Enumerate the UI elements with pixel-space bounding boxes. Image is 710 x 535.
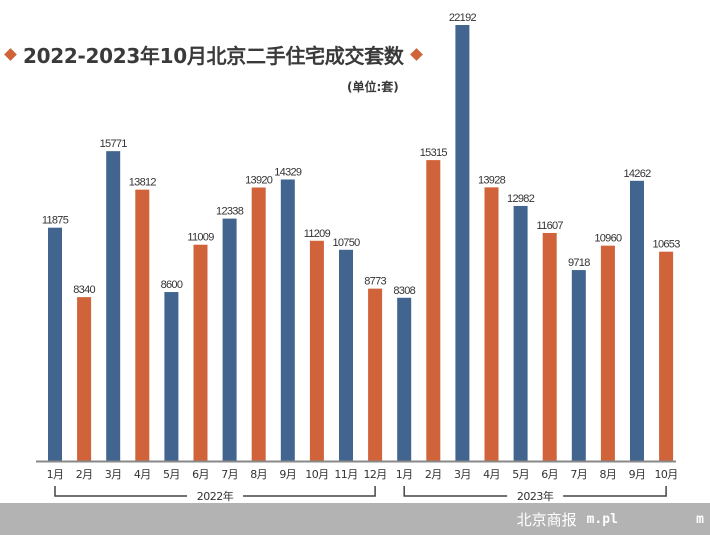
bar [339,249,353,461]
bar [222,218,237,461]
x-tick-label: 8月 [250,468,267,481]
data-label: 11209 [304,228,331,240]
watermark-site: m.pl m [586,511,704,527]
group-label: 2023年 [517,489,554,503]
group-bracket [54,486,376,497]
x-tick-label: 8月 [599,468,616,481]
bar [426,160,441,462]
x-tick-label: 4月 [483,468,500,481]
x-tick-label: 5月 [512,468,529,481]
watermark-band: 北京商报 m.pl m [0,503,710,535]
x-tick-label: 11月 [334,468,357,481]
bar [77,297,92,461]
bar [309,240,324,461]
data-label: 14262 [623,168,651,180]
x-tick-label: 2月 [425,468,442,481]
bar [630,180,644,461]
bar [600,245,615,461]
bar [513,205,528,461]
data-label: 14329 [274,166,302,178]
x-tick-label: 10月 [305,468,328,481]
watermark-brand: 北京商报 [516,510,577,529]
data-label: 8773 [364,276,386,288]
bar [484,187,499,462]
data-label: 11875 [42,215,69,227]
chart-title-row: 2022-2023年10月北京二手住宅成交套数 [4,40,423,69]
bar [659,251,674,461]
bar [571,270,586,461]
data-label: 8340 [73,284,95,296]
data-label: 12338 [216,206,244,218]
bar [455,25,470,461]
data-label: 10960 [594,233,622,245]
bar [542,232,557,461]
data-label: 13812 [129,177,157,189]
x-tick-label: 3月 [454,468,471,481]
bar [368,288,383,461]
data-label: 13920 [245,175,273,187]
bar [193,244,208,461]
data-label: 15771 [100,138,128,150]
bar [164,292,179,461]
x-tick-label: 5月 [163,468,180,481]
x-tick-label: 2月 [76,468,93,481]
x-tick-label: 7月 [221,468,238,481]
bar [135,189,150,461]
x-tick-label: 1月 [47,468,64,481]
data-label: 8600 [161,279,183,291]
data-label: 10653 [653,239,681,251]
x-tick-label: 1月 [396,468,413,481]
x-tick-label: 10月 [654,468,677,481]
data-label: 11009 [187,232,214,244]
x-tick-label: 7月 [570,468,587,481]
unit-label: (单位:套) [347,80,399,94]
x-tick-label: 4月 [134,468,151,481]
data-label: 22192 [449,12,477,24]
data-label: 11607 [537,220,564,232]
x-tick-label: 6月 [192,468,209,481]
data-label: 9718 [568,257,590,269]
group-label: 2022年 [197,489,234,503]
data-label: 10750 [332,237,360,249]
x-tick-label: 9月 [279,468,296,481]
data-label: 13928 [478,174,506,186]
data-label: 12982 [507,193,535,205]
bar [48,227,62,461]
x-tick-label: 3月 [105,468,122,481]
x-tick-label: 9月 [629,468,646,481]
data-label: 8308 [393,285,415,297]
data-label: 15315 [420,147,448,159]
x-tick-label: 6月 [541,468,558,481]
bar [397,297,412,461]
chart-title: 2022-2023年10月北京二手住宅成交套数 [23,44,404,68]
group-bracket [403,486,667,497]
bar [106,151,121,461]
bar [280,179,295,461]
x-tick-label: 12月 [363,468,386,481]
bar [251,187,266,461]
